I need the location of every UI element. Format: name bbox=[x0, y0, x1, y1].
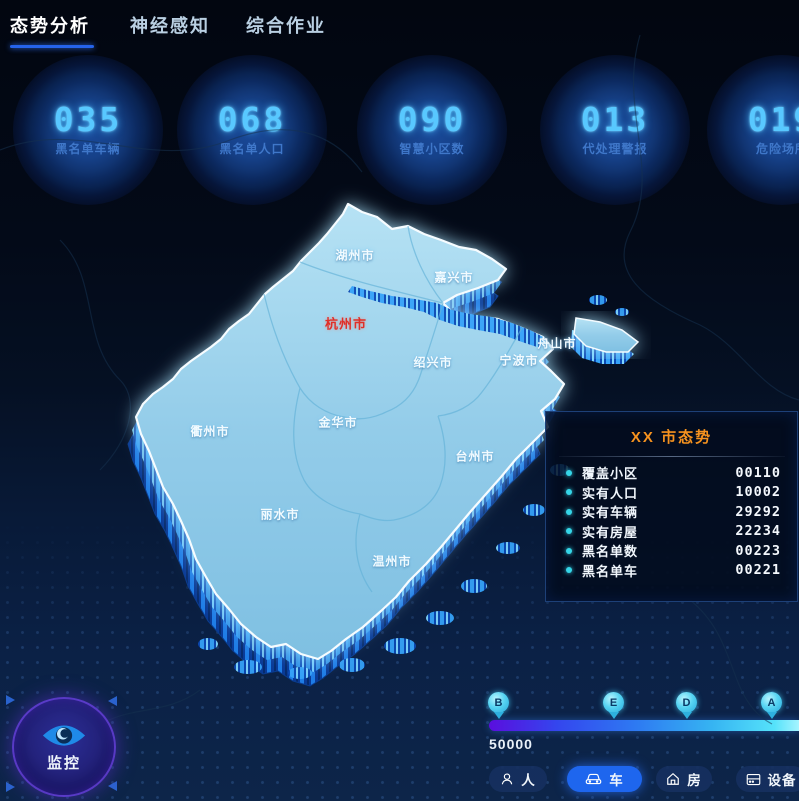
stat-label: 黑名单人口 bbox=[219, 142, 285, 156]
tab-label: 综合作业 bbox=[246, 16, 326, 36]
tab-label: 神经感知 bbox=[130, 16, 210, 36]
city-label-wenzhou[interactable]: 温州市 bbox=[372, 554, 412, 569]
person-icon bbox=[502, 773, 513, 785]
panel-row-actual-vehicles: 实有车辆 29292 bbox=[546, 502, 797, 522]
city-label-jinhua[interactable]: 金华市 bbox=[318, 415, 358, 430]
marker-letter: B bbox=[494, 696, 503, 709]
zhoushan-island bbox=[570, 317, 640, 364]
row-value: 29292 bbox=[735, 503, 781, 520]
eye-icon bbox=[42, 724, 86, 746]
filter-device-button[interactable]: 设备 bbox=[736, 766, 799, 792]
city-label-quzhou[interactable]: 衢州市 bbox=[190, 424, 230, 439]
panel-row-blacklist-vehicles: 黑名单车 00221 bbox=[546, 561, 797, 581]
panel-separator bbox=[558, 456, 785, 457]
filter-label: 设备 bbox=[767, 773, 797, 788]
row-label: 黑名单车 bbox=[582, 563, 639, 579]
city-label-jiaxing[interactable]: 嘉兴市 bbox=[434, 270, 474, 285]
marker-letter: E bbox=[609, 696, 618, 709]
house-icon bbox=[667, 772, 680, 785]
city-label-hangzhou[interactable]: 杭州市 bbox=[324, 316, 368, 332]
panel-row-covered-communities: 覆盖小区 00110 bbox=[546, 463, 797, 483]
stat-label: 黑名单车辆 bbox=[55, 142, 121, 156]
slider-value-label: 50000 bbox=[489, 736, 533, 752]
stat-blacklist-vehicles: 035 黑名单车辆 bbox=[13, 55, 163, 205]
row-label: 实有车辆 bbox=[582, 505, 639, 521]
bullet-icon bbox=[566, 469, 572, 476]
monitor-label: 监控 bbox=[46, 754, 81, 772]
range-slider[interactable] bbox=[489, 720, 799, 731]
filter-person-button[interactable]: 人 bbox=[489, 766, 547, 792]
panel-row-actual-population: 实有人口 10002 bbox=[546, 483, 797, 503]
slider-marker-b[interactable]: B bbox=[488, 692, 509, 713]
bullet-icon bbox=[566, 547, 572, 554]
row-label: 实有人口 bbox=[582, 485, 639, 501]
hangzhou-bay-band bbox=[348, 286, 545, 348]
stat-label: 代处理警报 bbox=[582, 142, 648, 156]
row-value: 00110 bbox=[735, 464, 781, 481]
city-label-ningbo[interactable]: 宁波市 bbox=[499, 353, 539, 368]
row-label: 覆盖小区 bbox=[582, 466, 639, 482]
tab-neural-perception[interactable]: 神经感知 bbox=[130, 12, 210, 48]
stat-value: 035 bbox=[53, 100, 123, 139]
stat-value: 090 bbox=[397, 100, 467, 139]
slider-marker-d[interactable]: D bbox=[676, 692, 697, 713]
panel-row-actual-houses: 实有房屋 22234 bbox=[546, 522, 797, 542]
filter-vehicle-button[interactable]: 车 bbox=[567, 766, 642, 792]
bullet-icon bbox=[566, 508, 572, 515]
row-label: 实有房屋 bbox=[582, 524, 639, 540]
city-label-zhoushan[interactable]: 舟山市 bbox=[537, 336, 577, 351]
active-tab-underline bbox=[10, 45, 94, 48]
decor-triangle bbox=[108, 696, 117, 706]
row-value: 22234 bbox=[735, 523, 781, 540]
marker-letter: D bbox=[682, 696, 691, 709]
decor-triangle bbox=[108, 781, 117, 791]
device-icon bbox=[746, 773, 760, 785]
top-nav: 态势分析 神经感知 综合作业 bbox=[10, 12, 326, 48]
decor-triangle bbox=[6, 695, 15, 705]
bullet-icon bbox=[566, 489, 572, 496]
tab-label: 态势分析 bbox=[10, 16, 90, 36]
city-label-shaoxing[interactable]: 绍兴市 bbox=[413, 355, 453, 370]
stat-pending-alerts: 013 代处理警报 bbox=[540, 55, 690, 205]
bullet-icon bbox=[566, 567, 572, 574]
filter-label: 房 bbox=[687, 773, 702, 788]
background-boundaries bbox=[0, 34, 799, 741]
car-icon bbox=[585, 773, 602, 785]
marker-letter: A bbox=[767, 696, 776, 709]
stat-blacklist-population: 068 黑名单人口 bbox=[177, 55, 327, 205]
filter-label: 车 bbox=[609, 773, 624, 788]
city-situation-panel: XX 市态势 覆盖小区 00110 实有人口 10002 实有车辆 29292 … bbox=[545, 411, 798, 602]
decor-triangle bbox=[6, 782, 15, 792]
filter-house-button[interactable]: 房 bbox=[656, 766, 712, 792]
city-label-lishui[interactable]: 丽水市 bbox=[260, 507, 300, 522]
stat-label: 危险场所 bbox=[755, 142, 799, 156]
stat-value: 019 bbox=[747, 100, 799, 139]
stat-smart-communities: 090 智慧小区数 bbox=[357, 55, 507, 205]
city-boundaries bbox=[263, 225, 523, 593]
slider-marker-e[interactable]: E bbox=[603, 692, 624, 713]
tab-situation-analysis[interactable]: 态势分析 bbox=[10, 12, 94, 48]
filter-label: 人 bbox=[521, 773, 536, 788]
city-label-huzhou[interactable]: 湖州市 bbox=[335, 248, 375, 263]
city-label-taizhou[interactable]: 台州市 bbox=[455, 449, 495, 464]
panel-title: XX 市态势 bbox=[630, 429, 713, 446]
row-value: 10002 bbox=[735, 484, 781, 501]
slider-marker-a[interactable]: A bbox=[761, 692, 782, 713]
stat-label: 智慧小区数 bbox=[399, 142, 465, 156]
bullet-icon bbox=[566, 528, 572, 535]
row-label: 黑名单数 bbox=[582, 544, 639, 560]
tab-comprehensive-operations[interactable]: 综合作业 bbox=[246, 12, 326, 48]
row-value: 00221 bbox=[735, 562, 781, 579]
panel-row-blacklist-count: 黑名单数 00223 bbox=[546, 541, 797, 561]
stat-value: 068 bbox=[217, 100, 287, 139]
monitor-button[interactable]: 监控 bbox=[12, 697, 116, 797]
row-value: 00223 bbox=[735, 542, 781, 559]
